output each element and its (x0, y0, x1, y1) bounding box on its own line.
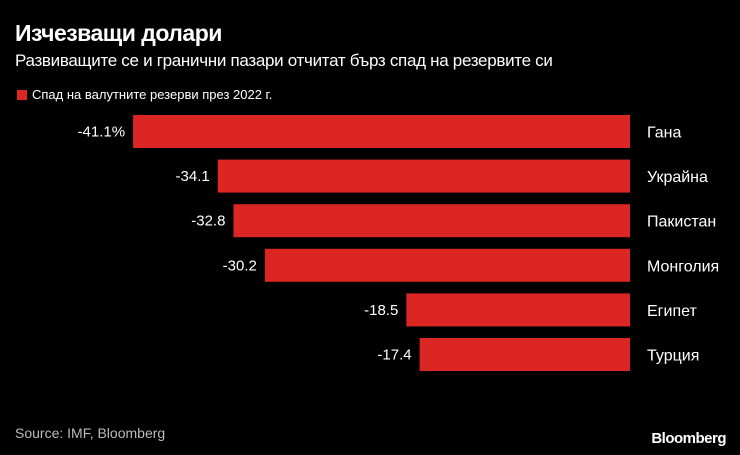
category-label: Пакистан (647, 214, 716, 231)
data-label: -34.1 (176, 168, 210, 185)
chart-subtitle: Развиващите се и гранични пазари отчитат… (15, 51, 553, 70)
bar (233, 204, 630, 238)
chart-title: Изчезващи долари (15, 20, 222, 46)
category-label: Турция (647, 348, 699, 365)
bar (133, 115, 630, 148)
data-label: -32.8 (191, 213, 225, 230)
bar (419, 338, 630, 371)
bar (406, 293, 630, 327)
category-label: Украйна (647, 169, 708, 186)
category-label: Гана (647, 125, 682, 142)
bloomberg-logo: Bloomberg (651, 430, 726, 447)
legend-swatch (17, 89, 27, 100)
bar (264, 248, 630, 282)
category-label: Монголия (647, 258, 719, 275)
data-label: -17.4 (377, 347, 411, 364)
data-label: -41.1% (78, 124, 126, 141)
category-label: Египет (647, 303, 697, 320)
data-label: -18.5 (364, 302, 398, 319)
legend: Спад на валутните резерви през 2022 г. (17, 87, 272, 102)
legend-label: Спад на валутните резерви през 2022 г. (32, 87, 273, 102)
bar (217, 159, 630, 193)
data-label: -30.2 (223, 257, 257, 274)
source-note: Source: IMF, Bloomberg (15, 425, 166, 441)
